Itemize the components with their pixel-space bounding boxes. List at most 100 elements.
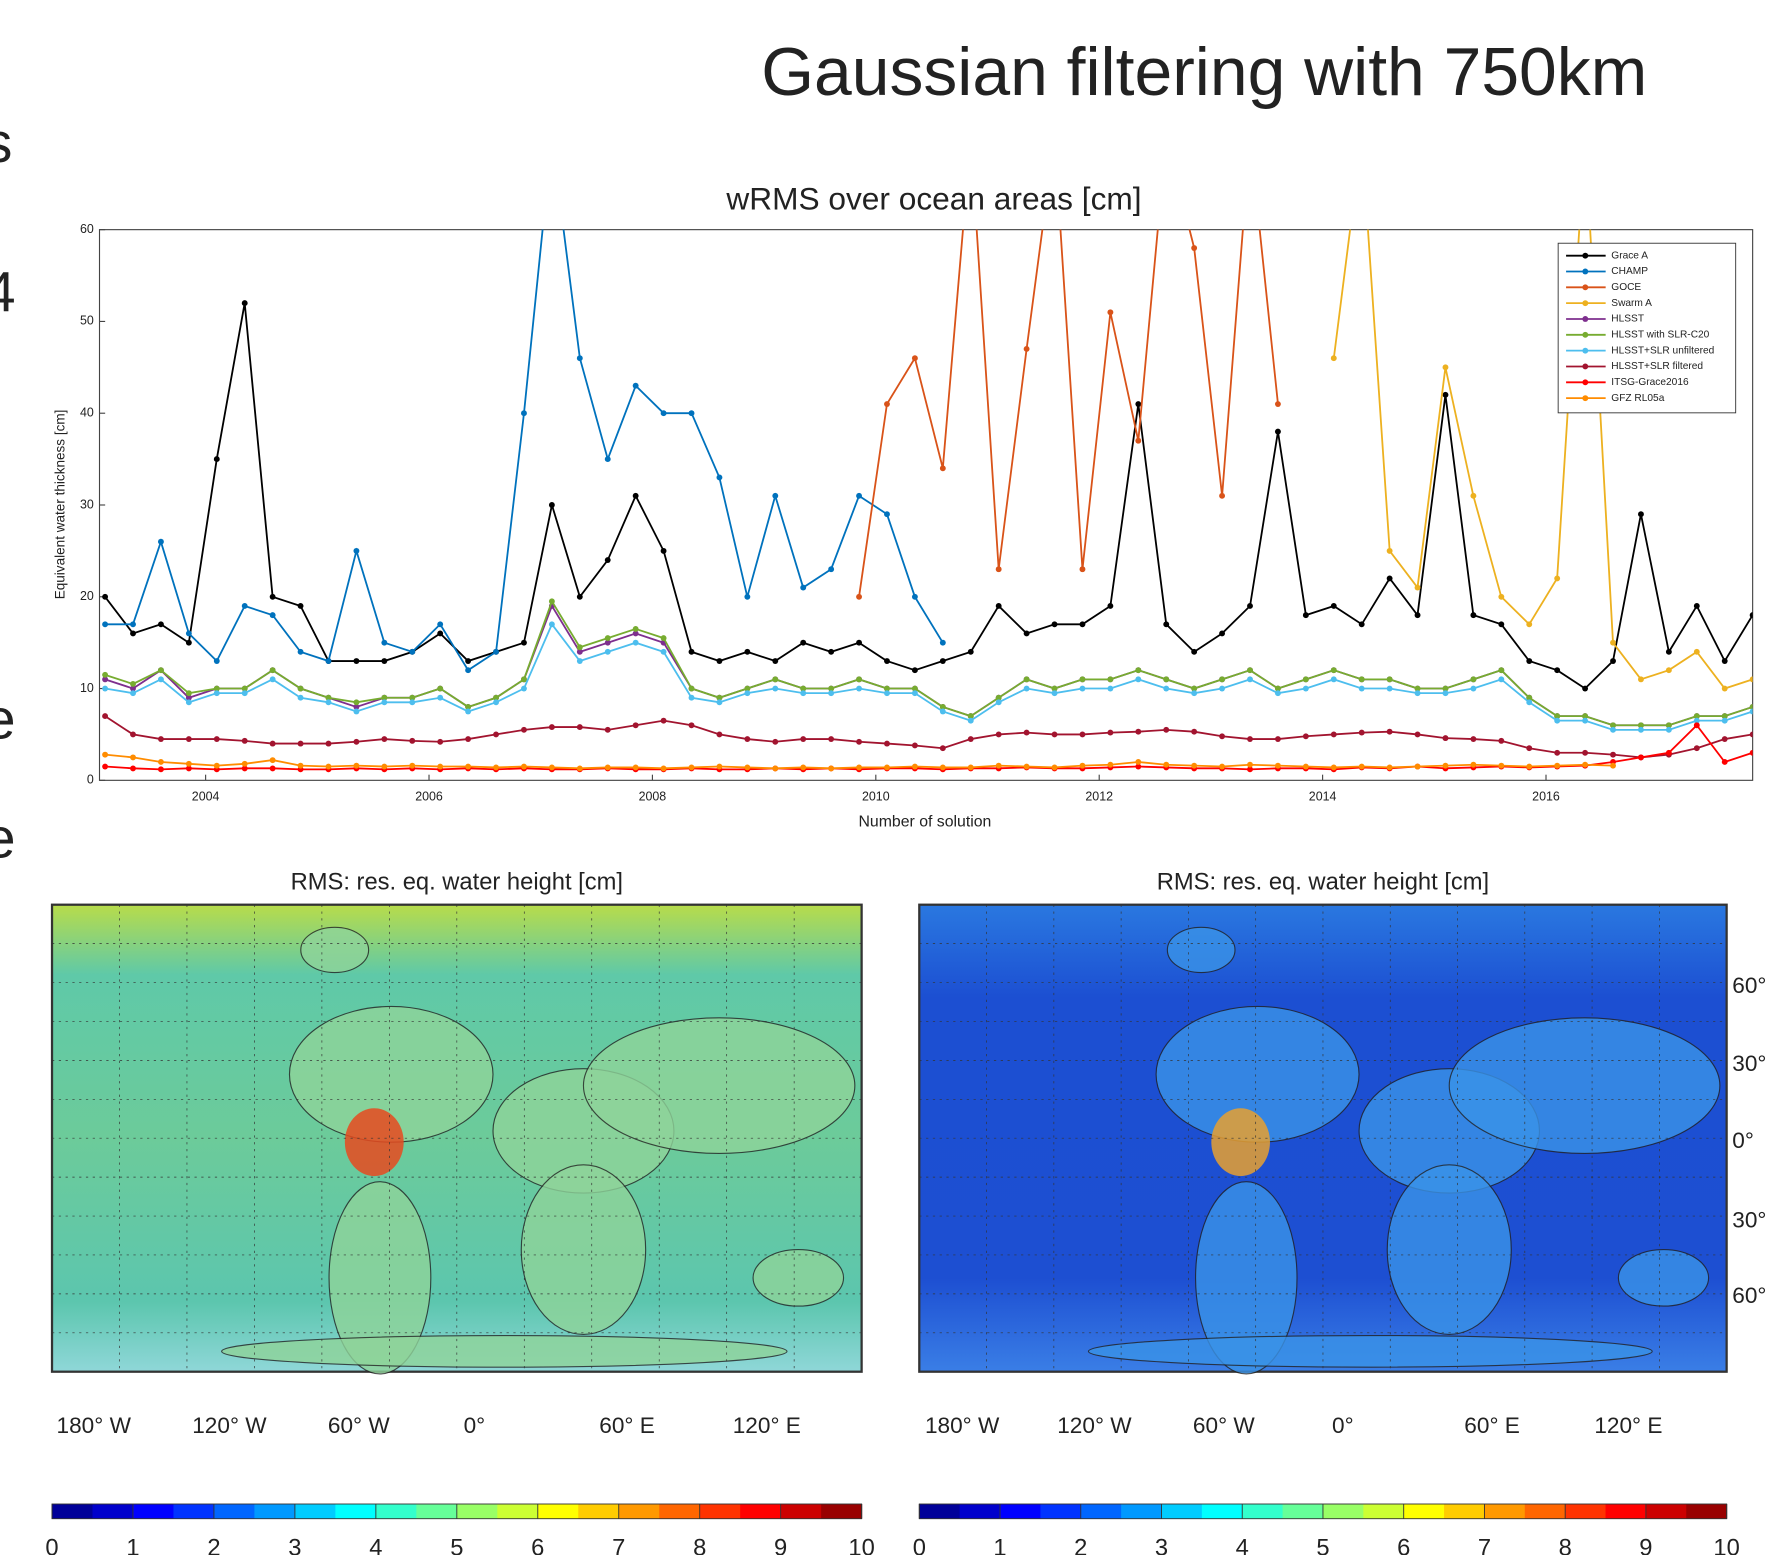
data-point xyxy=(1470,612,1477,619)
data-point xyxy=(102,671,109,678)
data-point xyxy=(102,621,109,628)
data-point xyxy=(1247,736,1253,742)
data-point xyxy=(325,658,332,664)
data-point xyxy=(1191,690,1198,697)
colorbar-cell xyxy=(375,1504,417,1519)
data-point xyxy=(1610,639,1616,646)
data-point xyxy=(1163,621,1170,628)
data-point xyxy=(939,639,946,646)
x-tick-label: 2006 xyxy=(415,790,443,804)
x-tick-label: 2008 xyxy=(639,790,667,804)
data-point xyxy=(1219,492,1226,499)
data-point xyxy=(716,763,723,770)
data-point xyxy=(1107,309,1114,316)
data-point xyxy=(130,621,136,628)
data-point xyxy=(716,658,723,664)
data-point xyxy=(772,685,779,692)
data-point xyxy=(828,648,835,655)
data-point xyxy=(1386,728,1393,735)
colorbar-tick-label: 0 xyxy=(45,1535,58,1555)
data-point xyxy=(1749,612,1753,619)
data-point xyxy=(1023,630,1030,637)
data-point xyxy=(185,765,192,772)
data-point xyxy=(995,731,1002,738)
data-point xyxy=(437,621,444,628)
data-point xyxy=(995,566,1002,573)
data-point xyxy=(1721,658,1728,664)
colorbar-tick-label: 6 xyxy=(531,1535,544,1555)
colorbar-cell xyxy=(959,1504,1001,1519)
plot-area xyxy=(98,229,1754,781)
continent xyxy=(221,1334,788,1368)
colorbar-cell xyxy=(618,1504,660,1519)
data-point xyxy=(409,762,416,769)
colorbar-cell xyxy=(294,1504,336,1519)
data-point xyxy=(1079,762,1086,769)
data-point xyxy=(884,685,890,692)
colorbar-cell xyxy=(1605,1504,1647,1519)
data-point xyxy=(632,492,639,499)
data-point xyxy=(939,745,946,752)
data-point xyxy=(157,736,164,742)
data-point xyxy=(185,760,192,767)
data-point xyxy=(772,492,779,499)
data-point xyxy=(744,593,751,600)
data-point xyxy=(185,639,192,646)
data-point xyxy=(1498,676,1505,683)
data-point xyxy=(1749,749,1753,756)
data-point xyxy=(800,584,807,591)
data-point xyxy=(241,603,248,609)
data-point xyxy=(549,135,555,141)
x-tick-label: 2016 xyxy=(1532,790,1560,804)
data-point xyxy=(1665,726,1672,733)
data-point xyxy=(1274,428,1281,435)
data-point xyxy=(604,456,611,463)
data-point xyxy=(269,667,276,674)
data-point xyxy=(1135,763,1142,770)
data-point xyxy=(465,658,472,664)
data-point xyxy=(102,685,109,692)
y-axis-label: Equivalent water thickness [cm] xyxy=(53,410,68,600)
data-point xyxy=(241,690,248,697)
data-point xyxy=(1247,667,1253,674)
data-point xyxy=(1330,764,1337,771)
data-point xyxy=(604,726,611,733)
data-point xyxy=(1051,621,1058,628)
side-text: 4 xyxy=(0,260,16,323)
data-point xyxy=(1610,726,1616,733)
colorbar-cell xyxy=(1524,1504,1566,1519)
data-point xyxy=(437,694,444,701)
data-point xyxy=(884,511,890,518)
data-point xyxy=(967,713,974,720)
colorbar-cell xyxy=(1484,1504,1526,1519)
lon-label: 0° xyxy=(1332,1413,1354,1438)
data-point xyxy=(1749,731,1753,738)
data-point xyxy=(353,699,360,706)
data-point xyxy=(1386,575,1393,582)
data-point xyxy=(1274,690,1281,697)
colorbar-cell xyxy=(740,1504,782,1519)
data-point xyxy=(911,685,918,692)
legend-label: GFZ RL05a xyxy=(1611,393,1664,404)
colorbar-cell xyxy=(132,1504,175,1519)
data-point xyxy=(1191,685,1198,692)
data-point xyxy=(1414,685,1421,692)
colorbar-tick-label: 3 xyxy=(288,1535,301,1555)
lon-label: 180° W xyxy=(925,1413,1000,1438)
data-point xyxy=(1051,731,1058,738)
data-point xyxy=(185,690,192,697)
colorbar-cell xyxy=(416,1504,458,1519)
data-point xyxy=(800,736,807,742)
data-point xyxy=(884,764,890,771)
data-point xyxy=(911,690,918,697)
data-point xyxy=(856,738,862,745)
legend-label: HLSST+SLR filtered xyxy=(1611,361,1703,372)
data-point xyxy=(1470,685,1477,692)
lat-label: 30° xyxy=(1732,1207,1766,1232)
data-point xyxy=(939,658,946,664)
colorbar-cell xyxy=(1322,1504,1364,1519)
colorbar-cell xyxy=(92,1504,134,1519)
data-point xyxy=(297,648,304,655)
data-point xyxy=(1274,762,1281,769)
data-point xyxy=(1582,135,1588,141)
